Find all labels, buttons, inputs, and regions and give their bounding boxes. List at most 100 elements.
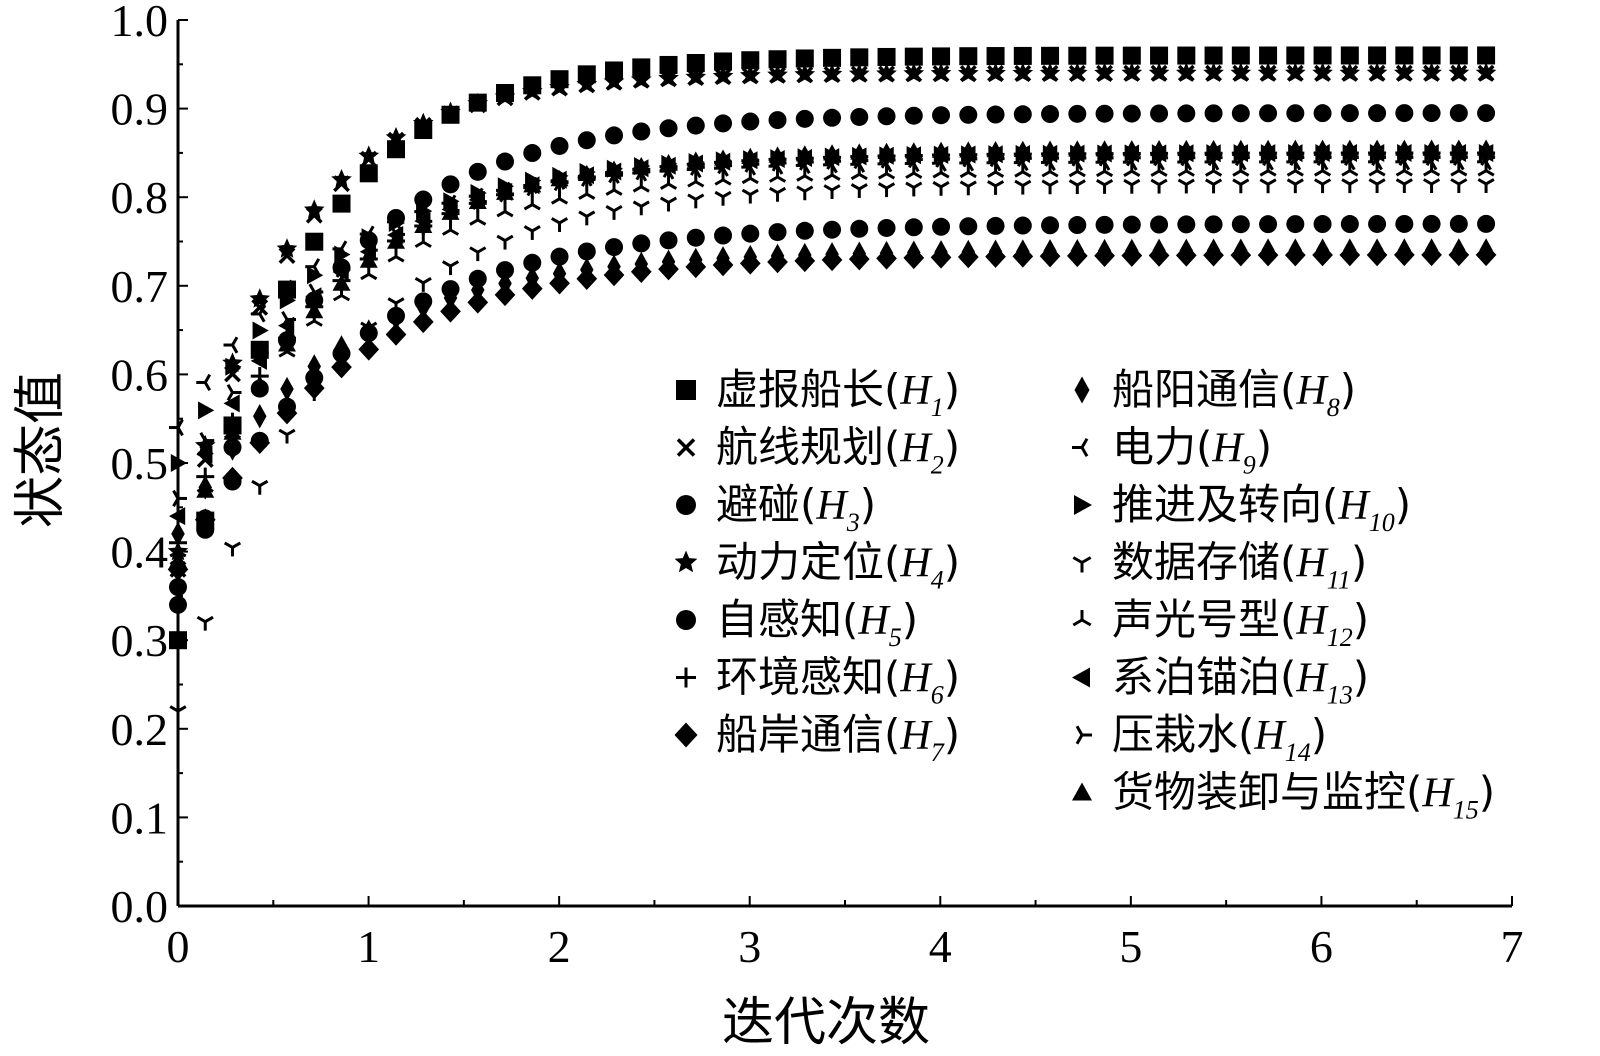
data-point [225, 436, 240, 461]
data-point [659, 119, 678, 138]
legend-marker [674, 722, 698, 748]
data-point [1368, 161, 1386, 177]
data-point [850, 183, 868, 198]
data-point [1148, 62, 1170, 82]
data-point [496, 202, 514, 218]
data-point [523, 144, 542, 163]
data-point [1395, 161, 1413, 177]
data-point [303, 376, 325, 400]
data-point [1068, 140, 1087, 157]
data-point [521, 80, 543, 101]
data-point [1122, 104, 1141, 123]
legend-marker [1072, 667, 1090, 688]
legend-item: 避碰(H3) [676, 480, 876, 537]
data-point [577, 164, 596, 182]
legend-item: 环境感知(H6) [676, 653, 960, 710]
data-point [712, 65, 734, 86]
data-point [1449, 139, 1468, 156]
legend-marker [1074, 376, 1090, 404]
legend-item: 数据存储(H11) [1072, 538, 1367, 595]
data-point [1177, 215, 1196, 234]
data-point [253, 344, 269, 362]
data-point [169, 419, 184, 437]
data-point [1340, 139, 1359, 156]
data-point [249, 288, 271, 308]
data-point [932, 47, 951, 66]
data-point [1368, 46, 1387, 65]
data-point [739, 64, 761, 85]
data-point [550, 217, 569, 232]
data-point [987, 163, 1005, 178]
x-tick-label: 7 [1501, 921, 1524, 972]
data-point [578, 185, 596, 200]
data-point [1014, 179, 1032, 195]
data-point [716, 246, 730, 271]
data-point [1177, 139, 1196, 157]
data-point [767, 64, 788, 84]
x-tick-label: 2 [548, 921, 571, 972]
data-point [959, 105, 978, 124]
legend-marker [1072, 782, 1092, 801]
legend-item: 电力(H9) [1072, 423, 1272, 480]
data-point [1452, 238, 1466, 263]
data-point [687, 172, 705, 188]
data-point [607, 254, 621, 279]
data-point [605, 61, 624, 80]
data-point [986, 47, 1005, 66]
legend: 虚报船长(H1)航线规划(H2)避碰(H3)动力定位(H4)自感知(H5)环境感… [674, 365, 1495, 825]
data-point [605, 160, 624, 177]
data-point [468, 192, 487, 209]
data-point [1395, 178, 1413, 194]
legend-item: 推进及转向(H10) [1074, 480, 1411, 537]
data-point [1313, 46, 1332, 65]
data-point [1477, 161, 1495, 177]
data-point [305, 302, 324, 319]
data-point [904, 47, 923, 66]
data-point [577, 131, 596, 150]
data-point [308, 283, 324, 301]
data-point [987, 180, 1005, 195]
data-point [632, 58, 651, 77]
data-point [414, 277, 432, 292]
data-point [549, 76, 570, 97]
data-point [685, 66, 707, 86]
data-point [741, 51, 760, 70]
legend-label: 动力定位(H4) [716, 538, 960, 595]
data-point [334, 245, 351, 264]
data-point [1067, 62, 1088, 82]
data-point [741, 147, 760, 164]
data-point [1230, 62, 1252, 82]
data-point [1422, 139, 1441, 156]
data-point [169, 578, 187, 597]
data-point [1259, 46, 1278, 65]
data-point [1095, 104, 1114, 123]
legend-item: 虚报船长(H1) [676, 365, 960, 422]
data-point [1477, 46, 1496, 65]
data-point [1449, 104, 1468, 123]
data-point [768, 146, 787, 163]
data-point [1340, 215, 1359, 234]
data-point [823, 220, 842, 239]
legend-marker [1075, 725, 1092, 745]
data-point [1150, 215, 1169, 234]
data-point [659, 231, 678, 250]
data-point [1013, 140, 1032, 157]
data-point [441, 260, 460, 276]
data-point [850, 143, 869, 160]
data-point [632, 122, 651, 141]
data-point [387, 247, 405, 263]
legend-label: 压栽水(H14) [1112, 710, 1327, 767]
data-point [172, 489, 187, 507]
y-tick-label: 0.5 [111, 438, 169, 489]
data-point [1450, 161, 1468, 177]
data-point [1068, 46, 1087, 65]
data-point [932, 106, 951, 125]
data-point [605, 205, 623, 220]
x-tick-label: 3 [738, 921, 761, 972]
data-point [905, 181, 923, 197]
data-point [1205, 178, 1223, 194]
data-point [741, 188, 759, 204]
data-point [278, 428, 296, 444]
data-point [661, 249, 676, 274]
data-point [877, 47, 896, 66]
